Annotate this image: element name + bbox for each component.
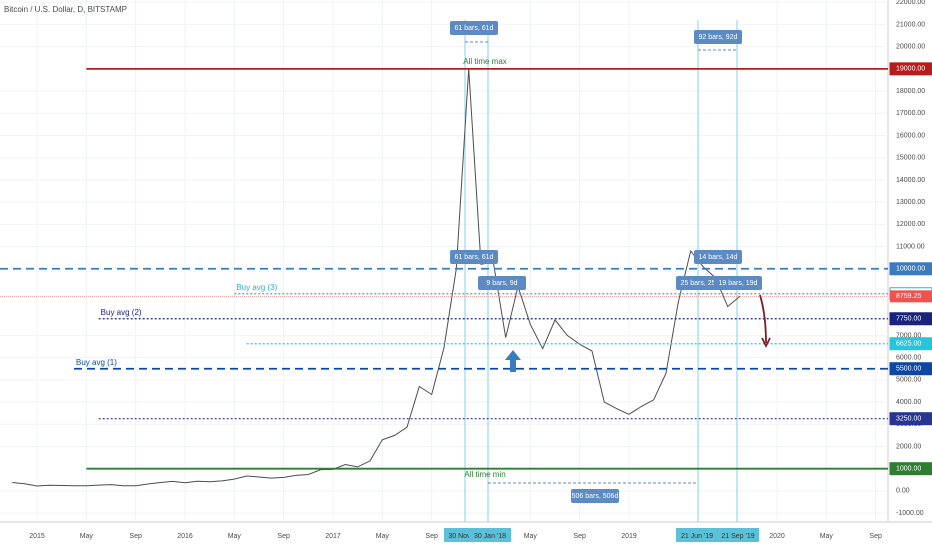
level-label: 1000.00 [896,466,921,473]
y-tick-label: 0.00 [896,488,910,495]
measure-box [571,489,619,503]
y-tick-label: 15000.00 [896,155,925,162]
x-tick-label: 2015 [29,533,45,540]
date-marker-label: 21 Sep '19 [721,533,754,540]
y-tick-label: 18000.00 [896,88,925,95]
measure-box [450,21,498,35]
level-label: 7750.00 [896,316,921,323]
level-label: 3250.00 [896,416,921,423]
level-label: 19000.00 [896,66,925,73]
measure-label: 61 bars, 61d [455,254,494,261]
x-tick-label: Sep [129,533,142,540]
x-tick-label: 2016 [177,533,193,540]
measure-box [714,276,762,290]
x-tick-label: May [228,533,242,540]
x-tick-label: Sep [277,533,290,540]
y-tick-label: 20000.00 [896,43,925,50]
last-price-bg [890,290,932,303]
y-tick-label: 22000.00 [896,0,925,6]
level-text: Buy avg (2) [101,308,142,317]
y-tick-label: 16000.00 [896,132,925,139]
level-label: 5500.00 [896,366,921,373]
level-label-bg [889,462,932,476]
y-tick-label: 13000.00 [896,199,925,206]
y-tick-label: 2000.00 [896,443,921,450]
x-tick-label: May [524,533,538,540]
y-tick-label: 17000.00 [896,110,925,117]
date-marker-label: 30 Jan '18 [474,533,506,540]
level-label-bg [889,412,932,426]
x-tick-label: May [820,533,834,540]
y-tick-label: 11000.00 [896,243,925,250]
down-arrow [759,294,767,344]
measure-box [450,250,498,264]
x-tick-label: 2020 [769,533,785,540]
x-tick-label: 2017 [325,533,341,540]
measure-label: 92 bars, 92d [699,34,738,41]
level-label-bg [889,262,932,276]
down-arrow-head [761,337,771,349]
measure-label: 506 bars, 506d [572,493,619,500]
annotation: All time min [464,470,505,479]
date-marker-bg [717,528,759,542]
measure-box [478,276,526,290]
measure-box [694,30,742,44]
last-price-label: 8759.25 [896,293,921,300]
x-tick-label: May [80,533,94,540]
chart-title: Bitcoin / U.S. Dollar, D, BITSTAMP [4,5,127,14]
date-marker-bg [469,528,511,542]
y-tick-label: 6000.00 [896,354,921,361]
level-label-bg [889,312,932,326]
measure-label: 14 bars, 14d [699,254,738,261]
price-line [12,68,741,487]
measure-label: 9 bars, 9d [486,280,517,287]
y-tick-label: 5000.00 [896,377,921,384]
y-tick-label: 21000.00 [896,21,925,28]
date-marker-label: 30 Nov '17 [448,533,481,540]
y-tick-label: -1000.00 [896,510,924,517]
measure-label: 19 bars, 19d [719,280,758,287]
x-tick-label: 2019 [621,533,637,540]
measure-box [694,250,742,264]
y-tick-label: 7000.00 [896,332,921,339]
measure-label: 25 bars, 25d [681,280,720,287]
measure-label: 61 bars, 61d [455,25,494,32]
x-tick-label: Sep [573,533,586,540]
x-tick-label: Sep [425,533,438,540]
annotation: All time max [463,57,507,66]
level-text: Buy avg (1) [76,358,117,367]
measure-box [676,276,724,290]
level-label: 10000.00 [896,266,925,273]
level-text: Buy avg (3) [236,283,277,292]
x-tick-label: May [376,533,390,540]
y-tick-label: 4000.00 [896,399,921,406]
date-marker-bg [676,528,718,542]
level-label: 6625.00 [896,341,921,348]
y-tick-label: 12000.00 [896,221,925,228]
level-label-bg [889,362,932,376]
level-label-bg [889,62,932,76]
y-tick-label: 14000.00 [896,177,925,184]
up-arrow [505,350,521,372]
level-label-bg [889,337,932,351]
date-marker-label: 21 Jun '19 [681,533,713,540]
x-tick-label: Sep [869,533,882,540]
